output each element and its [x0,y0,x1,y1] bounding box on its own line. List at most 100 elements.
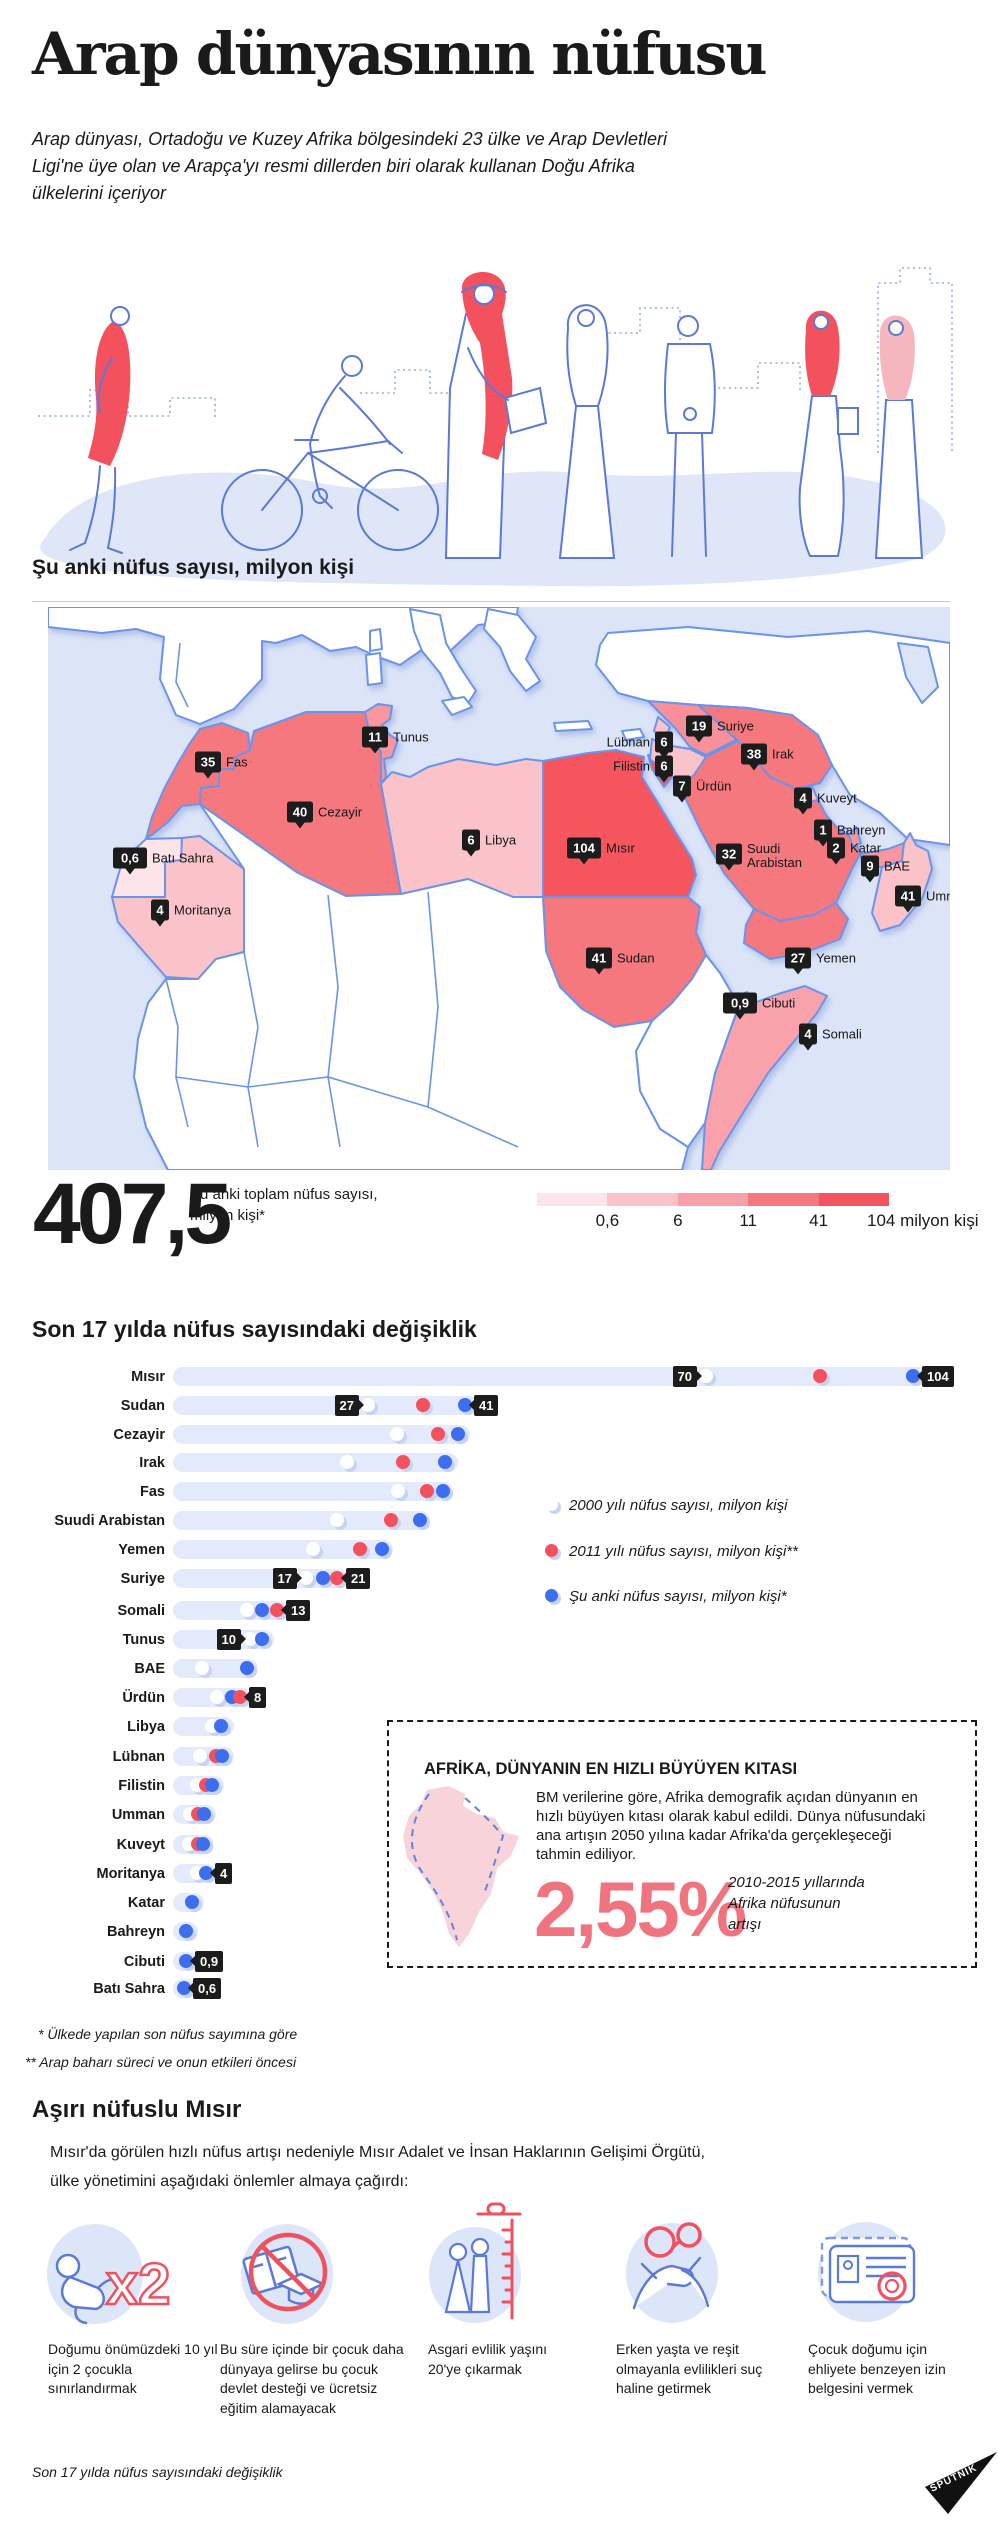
island-sicily [441,696,473,716]
dot-2011 [233,1690,247,1704]
footnote-2: ** Arap baharı süreci ve onun etkileri ö… [25,2054,297,2070]
chart-row-Tunus: Tunus 10 [0,1629,998,1651]
pin-value: 19 [692,719,706,734]
x2-badge: x2 [106,2252,171,2317]
map-pin: 41 Umman [895,885,950,913]
pin-value: 0,9 [731,996,749,1011]
chart-row-label: Sudan [120,1398,165,1414]
chart-row-label: BAE [134,1661,165,1677]
dot-2000 [699,1369,713,1383]
dot-now [214,1719,228,1733]
pin-value: 27 [791,951,805,966]
pin-country-label: Cezayir [318,805,363,820]
dot-now [451,1427,465,1441]
legend-color-step [607,1193,678,1206]
map-pin: 40 Cezayir [287,801,363,829]
map-pin: 27 Yemen [785,947,856,975]
chart-row-Batı Sahra: Batı Sahra 0,6 [0,1978,998,2000]
pin-country-label: Tunus [393,730,429,745]
pin-country-label: Sudan [617,951,655,966]
legend-tick: 0,6 [595,1211,620,1230]
chart-row-bar [173,1922,198,1941]
legend-color-step [537,1193,608,1206]
dot-2000 [240,1603,254,1617]
pin-value: 41 [901,889,915,904]
africa-box-title: AFRİKA, DÜNYANIN EN HIZLI BÜYÜYEN KITASI [424,1760,798,1778]
dot-2000 [306,1542,320,1556]
map-pin: 6 Lübnan [607,731,673,759]
legend-dot [545,1589,558,1602]
map-pin: 19 Suriye [686,715,754,743]
legend-dot [545,1544,558,1557]
pin-country-label: BAE [884,859,910,874]
dot-now [458,1398,472,1412]
pin-country-label: Lübnan [607,735,650,750]
chart-row-label: Fas [140,1484,165,1500]
map-pin: 4 Kuveyt [794,787,857,815]
island-crete [553,720,593,732]
pin-value: 40 [293,805,307,820]
dot-now [906,1369,920,1383]
legend-dot [545,1498,558,1511]
map-pin: 4 Moritanya [151,899,232,927]
dot-2011 [384,1513,398,1527]
country-katar [848,826,862,848]
island-corsica [369,628,383,652]
dot-2000 [182,1837,196,1851]
dot-2000 [190,1778,204,1792]
dot-now [185,1895,199,1909]
dot-now [413,1513,427,1527]
map-pin: 4 Somali [799,1023,862,1051]
standing-man [664,315,716,557]
sputnik-logo: SPUTNIK [925,2452,997,2514]
handcuffs-icon [626,2222,718,2323]
map-pin: 0,6 Batı Sahra [113,847,214,875]
chart-row-bar [173,1601,290,1620]
dot-now [179,1924,193,1938]
dot-now [225,1690,239,1704]
chart-row-bar [173,1952,198,1971]
value-tag: 0,6 [187,1978,222,1999]
island-sardinia [365,652,383,686]
no-school-support-icon [241,2224,333,2324]
dot-now [240,1661,254,1675]
dot-2000 [340,1455,354,1469]
dot-2011 [330,1571,344,1585]
country-yemen [743,902,849,960]
chart-row-label: Bahreyn [106,1924,165,1940]
dot-2011 [396,1455,410,1469]
measure-caption: Bu süre içinde bir çocuk daha dünyaya ge… [220,2341,404,2416]
pin-country-label: Bahreyn [837,823,885,838]
legend-tick: 41 [809,1211,829,1230]
mena-population-map: 35 Fas 11 Tunus 40 Cezayir 6 Libya 0,6 Batı Sahra… [48,607,950,1170]
pin-country-label: Mısır [606,841,636,856]
pin-value: 1 [819,823,826,838]
chart-row-Fas: Fas [0,1482,998,1503]
dot-now [316,1571,330,1585]
dot-2011 [191,1807,205,1821]
chart-row-bar [173,1835,214,1854]
dot-2011 [813,1369,827,1383]
value-tag: 0,9 [189,1951,224,1972]
africa-percent-caption: 2010-2015 yıllarında Afrika nüfusunun ar… [728,1874,865,1933]
dot-2011 [199,1778,213,1792]
pin-value: 6 [467,833,474,848]
country-greece [483,608,541,692]
chart-row-label: Kuveyt [116,1837,165,1853]
legend-color-step [748,1193,819,1206]
pin-country-label: Cibuti [762,996,795,1011]
map-pin: 6 Filistin [613,755,673,783]
measure-caption: Çocuk doğumu için ehliyete benzeyen izin… [808,2341,946,2396]
pin-value: 9 [866,859,873,874]
footer-note: Son 17 yılda nüfus sayısındaki değişikli… [32,2464,283,2480]
value-tag: 4 [209,1863,233,1884]
dot-now [215,1749,229,1763]
map-pin: 2 Katar [827,837,882,865]
subtitle-line: ülkelerini içeriyor [32,183,167,203]
woman-red-hijab [798,310,859,557]
page-title: Arap dünyasının nüfusu [32,20,768,88]
map-pin: 38 Irak [741,743,794,771]
map-pin: 41 Sudan [586,947,655,975]
legend-color-step [677,1193,749,1206]
dot-now [438,1455,452,1469]
